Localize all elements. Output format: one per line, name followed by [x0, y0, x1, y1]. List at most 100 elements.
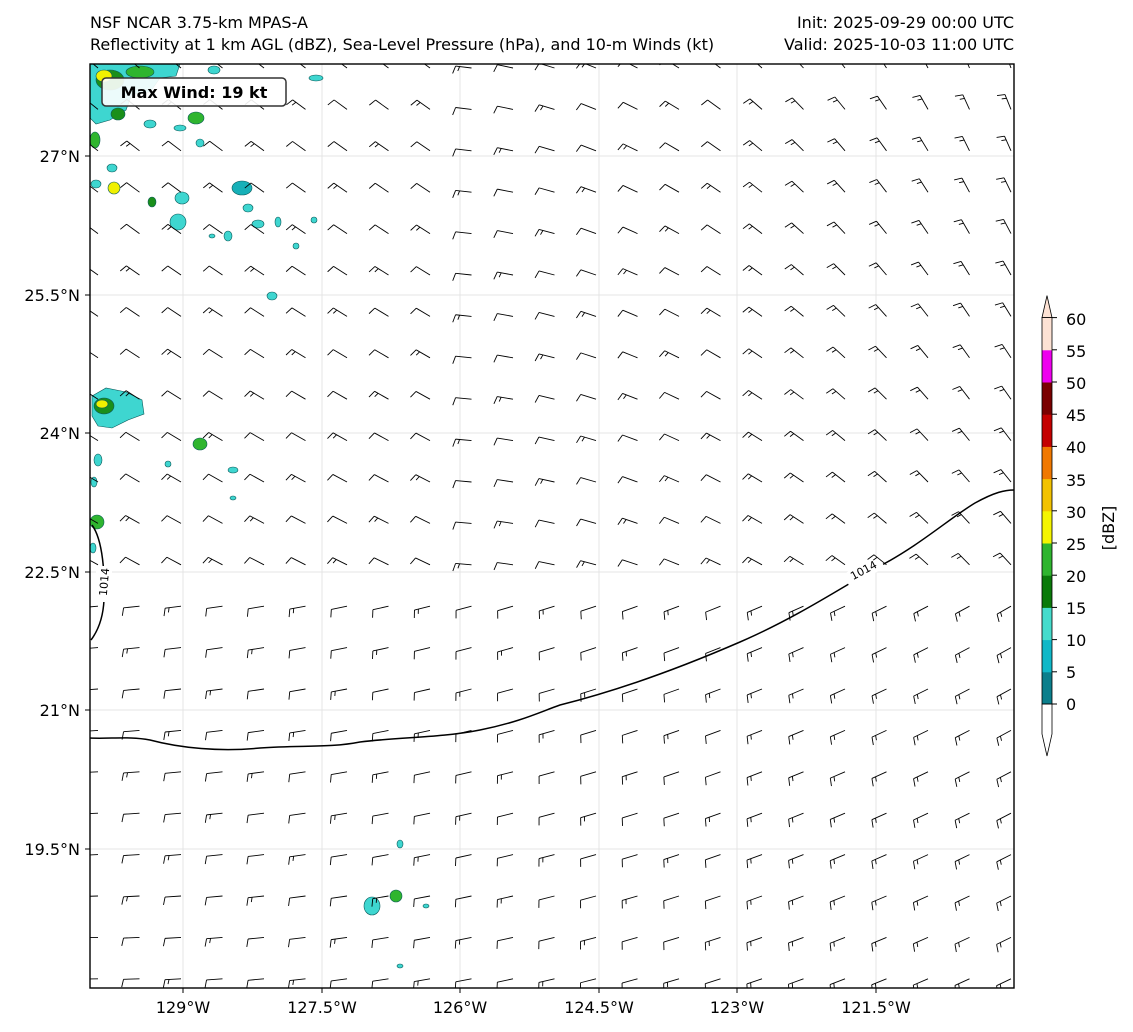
- wind-barb-half-flag: [999, 901, 1002, 907]
- wind-barb-staff: [165, 771, 182, 774]
- wind-barb-half-flag: [875, 611, 878, 617]
- wind-barb-half-flag: [914, 556, 920, 560]
- wind-barb-half-flag: [1000, 612, 1003, 617]
- wind-barb-flag: [913, 654, 916, 663]
- wind-barb-staff: [580, 771, 597, 777]
- wind-barb-flag: [161, 515, 168, 522]
- wind-barb-staff: [539, 647, 555, 653]
- wind-barb-staff: [749, 140, 763, 152]
- wind-barb-staff: [996, 854, 1012, 863]
- wind-barb-flag: [871, 778, 874, 787]
- wind-barb-staff: [960, 302, 970, 317]
- wind-barb-staff: [663, 812, 680, 819]
- wind-barb-staff: [209, 224, 223, 234]
- wind-barb-flag: [534, 395, 540, 403]
- wind-barb-staff: [165, 854, 182, 857]
- wind-barb-staff: [705, 515, 721, 524]
- wind-barb-staff: [291, 557, 306, 566]
- wind-barb-flag: [829, 860, 832, 869]
- wind-barb-staff: [830, 647, 846, 655]
- wind-barb-staff: [538, 436, 555, 442]
- wind-barb-staff: [375, 99, 389, 110]
- wind-barb-flag: [826, 263, 834, 269]
- wind-barb-flag: [161, 390, 168, 397]
- wind-barb-staff: [871, 605, 887, 614]
- wind-barb-staff: [332, 557, 348, 566]
- wind-barb-half-flag: [832, 224, 837, 228]
- wind-barb-staff: [497, 771, 514, 777]
- wind-barb-staff: [125, 348, 140, 359]
- wind-barb-staff: [372, 605, 389, 611]
- wind-barb-flag: [202, 307, 210, 314]
- wind-barb-flag: [410, 515, 417, 523]
- wind-barb-flag: [121, 814, 124, 823]
- wind-barb-flag: [163, 608, 166, 617]
- wind-barb-staff: [123, 812, 140, 815]
- wind-barb-staff: [789, 555, 804, 566]
- wind-barb-half-flag: [875, 776, 877, 782]
- wind-barb-flag: [617, 351, 624, 359]
- wind-barb-staff: [165, 895, 182, 898]
- wind-barb-half-flag: [749, 60, 753, 63]
- wind-barb-flag: [121, 937, 124, 946]
- wind-barb-staff: [790, 305, 804, 317]
- wind-barb-flag: [953, 219, 962, 223]
- wind-barb-half-flag: [998, 472, 1004, 476]
- wind-barb-flag: [493, 147, 498, 156]
- wind-barb-staff: [871, 771, 887, 779]
- wind-barb-flag: [411, 59, 417, 64]
- wind-barb-flag: [493, 437, 498, 446]
- wind-barb-flag: [993, 427, 1002, 432]
- wind-barb-half-flag: [873, 473, 878, 478]
- wind-barb-half-flag: [167, 855, 170, 861]
- wind-barb-staff: [414, 936, 431, 941]
- wind-barb-staff: [209, 140, 223, 152]
- wind-barb-staff: [125, 515, 140, 524]
- wind-barb-staff: [208, 515, 223, 524]
- wind-barb-flag: [913, 861, 916, 870]
- wind-barb-staff: [416, 266, 431, 276]
- wind-barb-flag: [493, 396, 498, 405]
- wind-barb-staff: [125, 390, 140, 400]
- wind-barb-flag: [368, 474, 375, 481]
- wind-barb-staff: [90, 518, 99, 524]
- isobar-label-west: 1014: [97, 567, 112, 596]
- wind-barb-flag: [659, 100, 666, 107]
- wind-barb-staff: [455, 854, 472, 859]
- wind-barb-half-flag: [998, 555, 1004, 559]
- wind-barb-staff: [875, 345, 887, 359]
- wind-barb-staff: [90, 435, 99, 441]
- wind-barb-half-flag: [374, 517, 379, 522]
- wind-barb-flag: [663, 776, 665, 785]
- wind-barb-flag: [121, 607, 125, 616]
- lon-label: 123°W: [710, 998, 765, 1017]
- wind-barb-half-flag: [915, 348, 921, 351]
- wind-barb-half-flag: [875, 58, 880, 59]
- echo-south-cell-3: [389, 889, 403, 903]
- wind-barb-flag: [534, 561, 540, 569]
- axis-ticks: [85, 155, 877, 993]
- wind-barb-half-flag: [915, 431, 921, 435]
- wind-barb-half-flag: [747, 558, 752, 563]
- wind-barb-half-flag: [209, 814, 212, 820]
- wind-barb-flag: [704, 859, 707, 868]
- wind-barb-flag: [246, 856, 249, 865]
- wind-barb-flag: [81, 608, 82, 616]
- wind-barb-staff: [538, 561, 555, 566]
- wind-barb-flag: [203, 140, 210, 147]
- wind-barb-staff: [913, 688, 929, 697]
- wind-barb-staff: [962, 94, 970, 110]
- wind-barb-staff: [206, 978, 223, 981]
- wind-barb-half-flag: [916, 306, 921, 310]
- wind-barb-flag: [534, 519, 540, 528]
- wind-barb-flag: [119, 348, 127, 355]
- wind-barb-flag: [288, 980, 291, 988]
- wind-barb-flag: [909, 553, 917, 559]
- wind-barb-half-flag: [167, 607, 170, 613]
- wind-barb-half-flag: [957, 389, 963, 392]
- wind-barb-half-flag: [664, 227, 669, 232]
- echo-mid-cell-8: [242, 203, 254, 213]
- wind-barb-staff: [622, 559, 638, 566]
- wind-barb-half-flag: [999, 430, 1004, 434]
- wind-barb-half-flag: [999, 818, 1002, 824]
